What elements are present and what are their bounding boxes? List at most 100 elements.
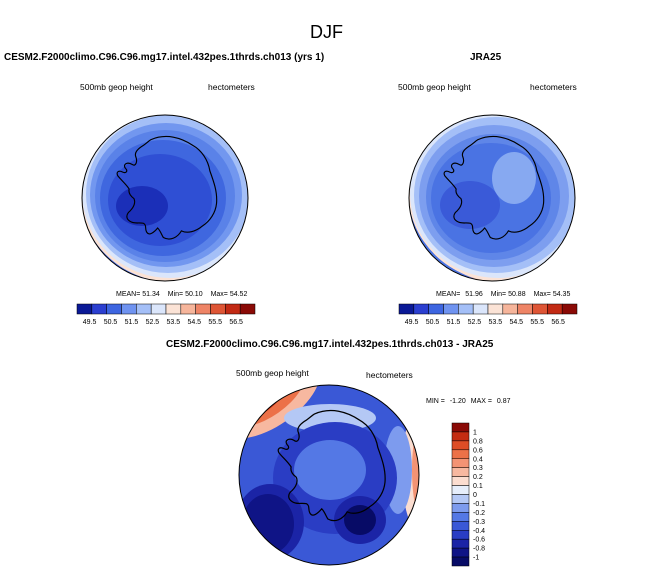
mean-label: MEAN= <box>116 291 141 298</box>
colorbar-box <box>458 303 474 315</box>
colorbar-box <box>451 449 470 459</box>
colorbar-box <box>225 303 241 315</box>
mean-value: 51.34 <box>142 291 160 298</box>
mean-label: MEAN= <box>436 291 461 298</box>
colorbar-box <box>76 303 93 315</box>
colorbar-tick-label: 49.5 <box>83 319 97 326</box>
colorbar-box <box>451 530 470 540</box>
stats-diff: MIN = -1.20 MAX = 0.87 <box>426 398 511 405</box>
colorbar-box <box>195 303 211 315</box>
colorbar-tick-label: 51.5 <box>125 319 139 326</box>
colorbar-tick-label: 0 <box>473 492 477 499</box>
colorbar-tick-label: 50.5 <box>426 319 440 326</box>
colorbar-box <box>451 467 470 477</box>
max-value: 0.87 <box>496 398 511 405</box>
panel-units-label: hectometers <box>530 82 577 92</box>
colorbar-box <box>451 422 470 433</box>
colorbar-tick-label: 56.5 <box>551 319 565 326</box>
colorbar-tick-label: 0.6 <box>473 447 483 454</box>
colorbar-box <box>451 494 470 504</box>
panel-title-model: CESM2.F2000climo.C96.C96.mg17.intel.432p… <box>4 52 325 63</box>
colorbar-box <box>451 485 470 495</box>
colorbar-box <box>398 303 415 315</box>
panel-variable-label: 500mb geop height <box>398 82 471 92</box>
map-border <box>238 384 420 566</box>
stats-obs: MEAN= 51.96 Min= 50.88 Max= 54.35 <box>436 291 570 298</box>
max-value: 54.35 <box>552 291 571 298</box>
panel-units-label: hectometers <box>208 82 255 92</box>
colorbar-tick-label: -0.8 <box>473 546 485 553</box>
colorbar-box <box>451 512 470 522</box>
colorbar-box <box>136 303 152 315</box>
colorbar-tick-label: 53.5 <box>489 319 503 326</box>
colorbar-tick-label: -0.4 <box>473 528 485 535</box>
colorbar-tick-label: 0.1 <box>473 483 483 490</box>
max-label: Max= <box>210 291 228 298</box>
colorbar-tick-label: 1 <box>473 429 477 436</box>
colorbar-box <box>451 431 470 442</box>
colorbar-box <box>106 303 122 315</box>
map-border <box>408 114 576 282</box>
colorbar-box <box>239 303 256 315</box>
colorbar-box <box>121 303 137 315</box>
map-model <box>82 115 248 281</box>
colorbar-tick-label: 55.5 <box>208 319 222 326</box>
colorbar-tick-label: 52.5 <box>468 319 482 326</box>
colorbar-box <box>150 303 167 315</box>
field-min-center <box>116 186 168 226</box>
map-obs <box>409 115 575 281</box>
field-level-negative <box>294 440 366 500</box>
colorbar-tick-label: -0.1 <box>473 501 485 508</box>
field-positive-region <box>412 422 419 518</box>
min-label: Min= <box>167 291 184 298</box>
panel-title-obs: JRA25 <box>470 52 502 63</box>
colorbar-model: 49.5 50.5 51.5 52.5 53.5 54.5 55.5 56.5 <box>76 303 256 326</box>
colorbar-box <box>91 303 107 315</box>
colorbar-tick-label: 51.5 <box>447 319 461 326</box>
field-min-center <box>344 505 376 535</box>
colorbar-tick-label: 0.8 <box>473 438 483 445</box>
colorbar-box <box>451 458 470 468</box>
panel-title-diff: CESM2.F2000climo.C96.C96.mg17.intel.432p… <box>166 339 494 350</box>
panel-units-label: hectometers <box>366 370 413 380</box>
stats-model: MEAN= 51.34 Min= 50.10 Max= 54.52 <box>116 291 247 298</box>
panel-variable-label: 500mb geop height <box>80 82 153 92</box>
field-min-center <box>242 494 294 554</box>
colorbar-tick-label: 54.5 <box>509 319 523 326</box>
colorbar-tick-label: -0.2 <box>473 510 485 517</box>
colorbar-box <box>451 476 470 486</box>
colorbar-box <box>451 440 470 451</box>
colorbar-diff: 1 0.8 0.6 0.4 0.3 0.2 0.1 0 -0.1 -0.2 -0.3 -0.4 -0.6… <box>451 422 485 567</box>
colorbar-box <box>517 303 533 315</box>
colorbar-box <box>472 303 489 315</box>
panel-variable-label: 500mb geop height <box>236 368 309 378</box>
colorbar-box <box>502 303 518 315</box>
colorbar-tick-label: -0.6 <box>473 537 485 544</box>
colorbar-tick-label: -0.3 <box>473 519 485 526</box>
field-plateau-high <box>492 152 536 204</box>
colorbar-box <box>451 521 470 531</box>
colorbar-tick-label: 56.5 <box>229 319 243 326</box>
colorbar-tick-label: -1 <box>473 555 479 562</box>
figure-title: DJF <box>310 22 343 42</box>
colorbar-box <box>451 538 470 549</box>
colorbar-tick-label: 52.5 <box>146 319 160 326</box>
min-value: -1.20 <box>449 398 466 405</box>
min-value: 50.88 <box>508 291 526 298</box>
colorbar-tick-label: 0.2 <box>473 474 483 481</box>
colorbar-tick-label: 53.5 <box>167 319 181 326</box>
colorbar-box <box>451 556 470 567</box>
field-min-center <box>440 181 500 229</box>
min-label: MIN = <box>426 398 445 405</box>
max-value: 54.52 <box>229 291 248 298</box>
colorbar-box <box>451 547 470 558</box>
colorbar-tick-label: 0.4 <box>473 456 483 463</box>
colorbar-box <box>413 303 429 315</box>
colorbar-tick-label: 54.5 <box>187 319 201 326</box>
colorbar-box <box>561 303 578 315</box>
map-diff <box>239 385 419 565</box>
mean-value: 51.96 <box>465 291 483 298</box>
colorbar-box <box>443 303 459 315</box>
max-label: Max= <box>533 291 551 298</box>
